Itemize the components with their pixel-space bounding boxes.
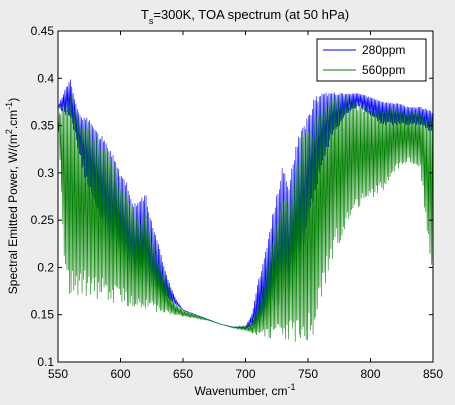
title-subscript: s — [149, 16, 154, 26]
xlabel-text: Wavenumber, cm — [195, 384, 288, 398]
x-tick-label: 750 — [298, 367, 318, 381]
legend-label-280ppm: 280ppm — [362, 43, 405, 57]
y-tick-label: 0.25 — [31, 213, 55, 227]
legend: 280ppm 560ppm — [316, 38, 427, 82]
y-axis-label: Spectral Emitted Power, W/(m2.cm-1) — [4, 98, 20, 294]
x-tick-label: 600 — [110, 367, 130, 381]
y-tick-label: 0.1 — [37, 355, 54, 369]
ylabel-superscript-2: -1 — [4, 102, 14, 110]
series-layer — [57, 79, 433, 342]
tick-layer: 550 600 650 700 750 800 850 0.1 0.15 0.2 0.25 0.3 0.… — [31, 24, 444, 381]
xlabel-superscript: -1 — [287, 382, 295, 392]
x-tick-label: 700 — [235, 367, 255, 381]
y-tick-label: 0.45 — [31, 24, 55, 38]
x-tick-label: 650 — [173, 367, 193, 381]
x-tick-label: 800 — [360, 367, 380, 381]
plot-area — [58, 31, 433, 362]
legend-label-560ppm: 560ppm — [362, 63, 405, 77]
legend-box — [316, 38, 427, 82]
title-main: T — [141, 7, 149, 22]
y-tick-label: 0.15 — [31, 308, 55, 322]
x-axis-label: Wavenumber, cm-1 — [195, 382, 296, 398]
ylabel-text: Spectral Emitted Power, W/(m — [6, 134, 20, 294]
title-rest: =300K, TOA spectrum (at 50 hPa) — [153, 7, 349, 22]
chart-title: Ts=300K, TOA spectrum (at 50 hPa) — [141, 7, 349, 26]
ylabel-superscript-1: 2 — [4, 129, 14, 134]
series-line-560ppm — [57, 95, 433, 342]
y-tick-label: 0.3 — [37, 166, 54, 180]
x-tick-label: 550 — [48, 367, 68, 381]
x-tick-label: 850 — [423, 367, 443, 381]
y-tick-label: 0.2 — [37, 260, 54, 274]
y-tick-label: 0.4 — [37, 71, 54, 85]
ylabel-mid: .cm — [6, 110, 20, 129]
ylabel-end: ) — [6, 98, 20, 102]
y-tick-label: 0.35 — [31, 119, 55, 133]
